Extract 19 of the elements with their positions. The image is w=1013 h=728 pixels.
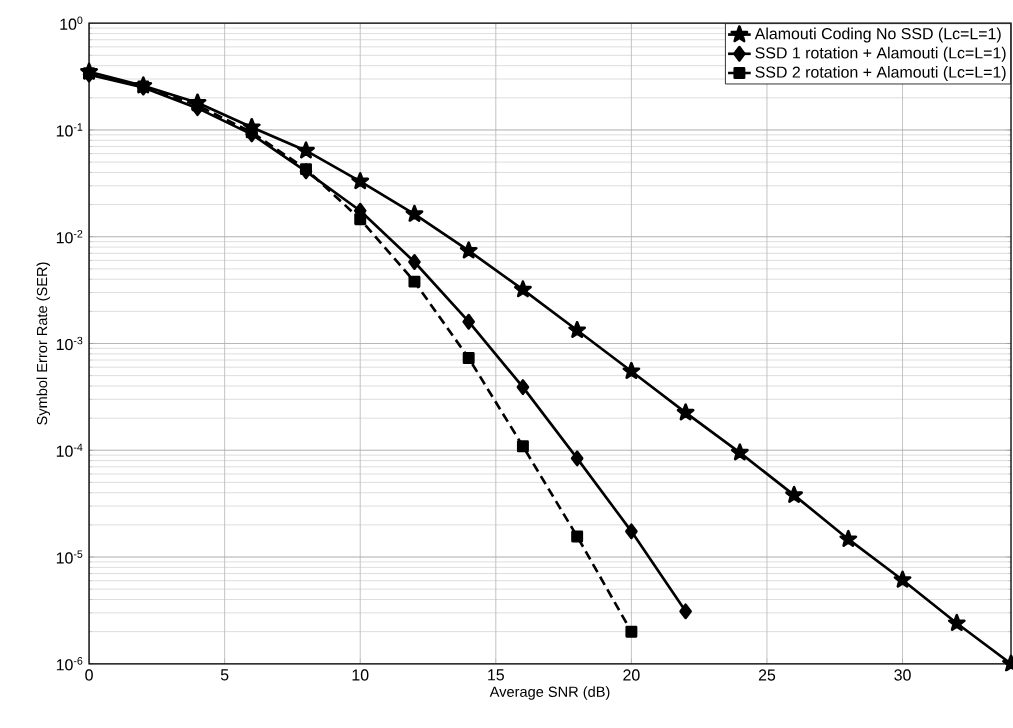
y-tick-label: 10$^{-2}$ bbox=[56, 230, 83, 244]
x-tick-label: 25 bbox=[758, 669, 776, 681]
y-tick-label: 10$^{0}$ bbox=[60, 16, 83, 30]
x-axis-title: Average SNR (dB) bbox=[489, 686, 610, 700]
x-tick-label: 0 bbox=[85, 669, 93, 681]
y-tick-label: 10$^{-1}$ bbox=[56, 123, 83, 137]
y-tick-label: 10$^{-5}$ bbox=[56, 550, 83, 564]
legend-label: Alamouti Coding No SSD (Lc=L=1) bbox=[754, 27, 1001, 43]
legend-label: SSD 1 rotation + Alamouti (Lc=L=1) bbox=[755, 46, 1006, 62]
y-tick-label: 10$^{-4}$ bbox=[56, 443, 83, 457]
legend-label: SSD 2 rotation + Alamouti (Lc=L=1) bbox=[755, 66, 1006, 81]
x-tick-label: 20 bbox=[623, 669, 640, 681]
y-tick-label: 10$^{-6}$ bbox=[56, 657, 83, 671]
x-tick-label: 5 bbox=[220, 669, 229, 681]
y-tick-label: 10$^{-3}$ bbox=[56, 336, 83, 351]
x-tick-label: 10 bbox=[352, 669, 369, 681]
y-axis-title: Symbol Error Rate (SER) bbox=[36, 262, 51, 425]
x-tick-label: 30 bbox=[894, 669, 911, 681]
x-tick-label: 15 bbox=[488, 669, 504, 681]
